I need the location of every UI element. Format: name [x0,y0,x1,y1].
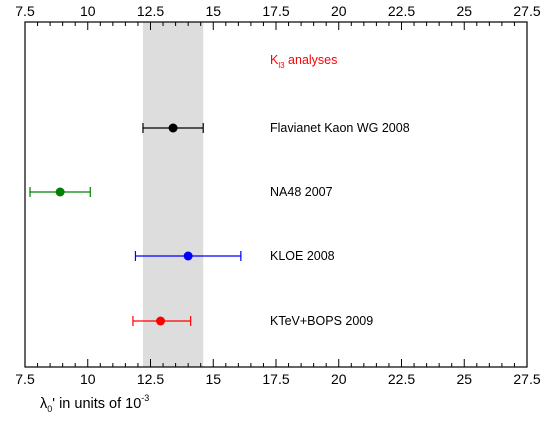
data-point-label: NA48 2007 [270,185,333,199]
legend-header-main: K [270,53,279,67]
plot-band [142,22,204,367]
x-tick-label-top: 7.5 [15,3,35,19]
data-points: Flavianet Kaon WG 2008 NA48 2007 KLOE 2008… [29,121,410,328]
data-point-group: KTeV+BOPS 2009 [132,314,373,328]
x-axis-label: λ0' in units of 10-3 [40,393,149,414]
x-axis-label-middle: ' in units of 10 [52,396,141,412]
legend-header-rest: analyses [285,53,338,67]
x-axis-label-prefix: λ [40,396,48,412]
legend-header: Kl3 analyses [270,53,337,70]
x-tick-label-bottom: 27.5 [513,371,540,387]
data-point-label: KLOE 2008 [270,249,335,263]
data-point-marker [156,316,166,326]
x-tick-label-top: 25 [456,3,472,19]
x-tick-label-bottom: 7.5 [15,371,35,387]
x-tick-label-bottom: 25 [456,371,472,387]
data-point-label: KTeV+BOPS 2009 [270,314,373,328]
data-point-group: Flavianet Kaon WG 2008 [142,121,410,135]
x-tick-label-bottom: 20 [331,371,347,387]
legend-header-sub: l3 [278,61,285,70]
data-point-group: NA48 2007 [29,185,333,199]
data-point-label: Flavianet Kaon WG 2008 [270,121,410,135]
x-ticks: 7.5 7.5 10 10 12.5 12.5 15 15 17.5 17.5 20 20 22.5 22… [15,3,541,387]
x-axis-label-sub: 0 [47,404,52,414]
x-axis-label-sup: -3 [141,393,149,403]
x-tick-label-bottom: 12.5 [137,371,164,387]
x-tick-label-bottom: 22.5 [388,371,415,387]
x-tick-label-bottom: 17.5 [262,371,289,387]
x-tick-label-top: 22.5 [388,3,415,19]
data-point-marker [183,251,193,261]
x-tick-label-top: 27.5 [513,3,540,19]
data-point-marker [55,187,65,197]
x-tick-label-top: 15 [205,3,221,19]
x-tick-label-top: 12.5 [137,3,164,19]
x-tick-label-bottom: 15 [205,371,221,387]
x-tick-label-top: 10 [80,3,96,19]
x-tick-label-top: 20 [331,3,347,19]
x-tick-label-bottom: 10 [80,371,96,387]
data-point-marker [168,123,178,133]
data-point-group: KLOE 2008 [134,249,335,263]
x-tick-label-top: 17.5 [262,3,289,19]
